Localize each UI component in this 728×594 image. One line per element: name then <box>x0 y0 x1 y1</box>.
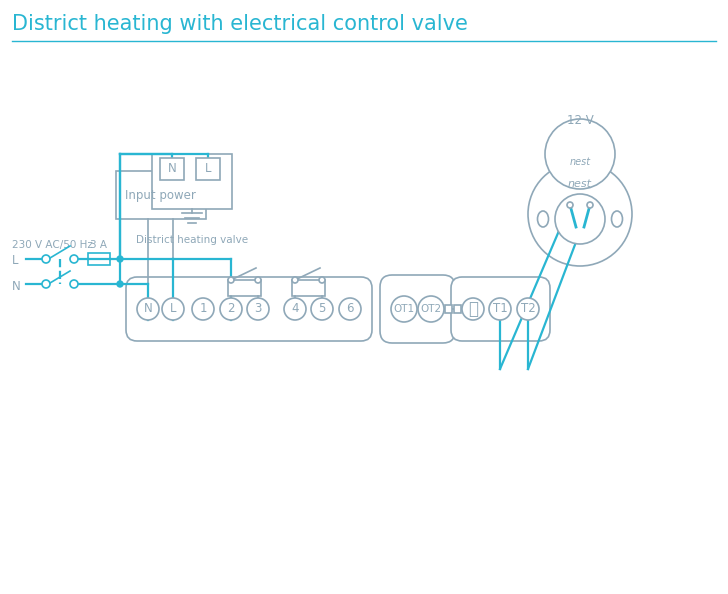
Circle shape <box>117 281 123 287</box>
Circle shape <box>162 298 184 320</box>
Text: OT2: OT2 <box>421 304 442 314</box>
Text: L: L <box>12 254 18 267</box>
Circle shape <box>117 256 123 262</box>
Circle shape <box>247 298 269 320</box>
Circle shape <box>137 298 159 320</box>
Circle shape <box>339 298 361 320</box>
Text: Input power: Input power <box>125 188 196 201</box>
FancyBboxPatch shape <box>196 158 220 180</box>
Circle shape <box>228 277 234 283</box>
FancyBboxPatch shape <box>88 253 110 265</box>
Text: District heating with electrical control valve: District heating with electrical control… <box>12 14 468 34</box>
Ellipse shape <box>537 211 548 227</box>
Text: nest: nest <box>569 157 590 167</box>
Circle shape <box>42 255 50 263</box>
Circle shape <box>418 296 444 322</box>
Text: 230 V AC/50 Hz: 230 V AC/50 Hz <box>12 240 93 250</box>
Text: ⏚: ⏚ <box>468 300 478 318</box>
Text: nest: nest <box>568 179 592 189</box>
FancyBboxPatch shape <box>292 280 325 296</box>
Text: N: N <box>12 280 21 292</box>
FancyBboxPatch shape <box>116 171 205 219</box>
Circle shape <box>220 298 242 320</box>
Text: 1: 1 <box>199 302 207 315</box>
Ellipse shape <box>612 211 622 227</box>
Circle shape <box>462 298 484 320</box>
Circle shape <box>292 277 298 283</box>
Text: N: N <box>167 163 176 175</box>
Text: District heating valve: District heating valve <box>136 235 248 245</box>
Circle shape <box>489 298 511 320</box>
Text: 3: 3 <box>254 302 261 315</box>
Text: 2: 2 <box>227 302 234 315</box>
FancyBboxPatch shape <box>160 158 184 180</box>
Circle shape <box>42 280 50 288</box>
Text: 4: 4 <box>291 302 298 315</box>
Circle shape <box>567 202 573 208</box>
Circle shape <box>528 162 632 266</box>
FancyBboxPatch shape <box>451 277 550 341</box>
Text: N: N <box>143 302 152 315</box>
FancyBboxPatch shape <box>454 305 461 313</box>
Circle shape <box>311 298 333 320</box>
Circle shape <box>319 277 325 283</box>
Text: OT1: OT1 <box>393 304 414 314</box>
Circle shape <box>70 280 78 288</box>
Text: 5: 5 <box>318 302 325 315</box>
Circle shape <box>517 298 539 320</box>
Text: 3 A: 3 A <box>90 240 108 250</box>
Text: T2: T2 <box>521 302 535 315</box>
Circle shape <box>391 296 417 322</box>
Circle shape <box>545 119 615 189</box>
Circle shape <box>555 194 605 244</box>
Circle shape <box>587 202 593 208</box>
Circle shape <box>255 277 261 283</box>
FancyBboxPatch shape <box>152 154 232 209</box>
Text: 6: 6 <box>347 302 354 315</box>
Text: 12 V: 12 V <box>566 114 593 127</box>
FancyBboxPatch shape <box>445 305 452 313</box>
Text: L: L <box>205 163 211 175</box>
FancyBboxPatch shape <box>228 280 261 296</box>
FancyBboxPatch shape <box>380 275 455 343</box>
FancyBboxPatch shape <box>126 277 372 341</box>
Circle shape <box>192 298 214 320</box>
Text: L: L <box>170 302 176 315</box>
Circle shape <box>70 255 78 263</box>
Circle shape <box>284 298 306 320</box>
Text: T1: T1 <box>493 302 507 315</box>
